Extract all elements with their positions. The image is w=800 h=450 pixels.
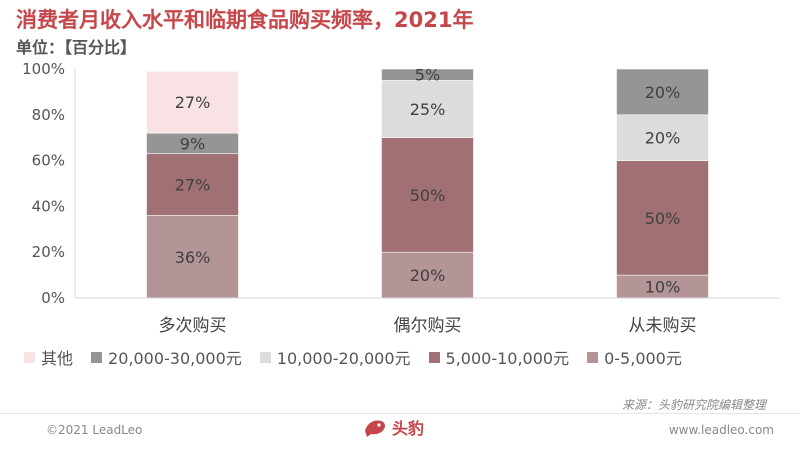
data-label: 10% — [645, 278, 681, 297]
legend-item: 10,000-20,000元 — [259, 345, 411, 369]
legend-item: 20,000-30,000元 — [91, 345, 242, 369]
bar-segment — [616, 114, 709, 161]
bar-segment — [381, 137, 474, 253]
legend-label: 5,000-10,000元 — [445, 349, 570, 368]
y-tick-label: 0% — [41, 289, 65, 307]
y-tick-label: 40% — [32, 197, 65, 215]
data-label: 36% — [175, 248, 211, 267]
y-tick-label: 100% — [22, 60, 65, 78]
bar-segment — [381, 251, 474, 299]
legend-label: 20,000-30,000元 — [108, 349, 242, 368]
data-label: 27% — [175, 93, 211, 112]
legend-swatch — [91, 351, 103, 363]
bar-segment — [381, 80, 474, 138]
legend-swatch — [587, 351, 599, 363]
data-label: 20% — [645, 129, 681, 148]
legend-swatch — [259, 351, 271, 363]
data-label: 5% — [415, 66, 440, 85]
unit-label: 单位：【百分比】 — [16, 38, 137, 57]
logo-text: 头豹 — [392, 419, 425, 438]
legend-item: 0-5,000元 — [587, 345, 682, 369]
source-note: 来源：头豹研究院编辑整理 — [621, 398, 766, 412]
legend-label: 10,000-20,000元 — [276, 349, 411, 368]
bar-segment — [146, 215, 239, 299]
category-label: 从未购买 — [629, 316, 697, 336]
category-label: 多次购买 — [159, 316, 227, 336]
bar-segment — [616, 160, 709, 276]
legend-label: 其他 — [41, 349, 74, 368]
bar-segment — [616, 68, 709, 116]
legend-item: 5,000-10,000元 — [428, 345, 570, 369]
stacked-bar-chart: 0% 20% 40% 60% 80% 100% 36% 27% 9% 27% 多次购买 20% 50% 2… — [22, 60, 780, 336]
copyright-text: ©2021 LeadLeo — [46, 423, 143, 437]
category-label: 偶尔购买 — [394, 316, 462, 336]
legend-item: 其他 — [24, 345, 73, 369]
leopard-logo-icon — [365, 420, 385, 437]
chart-title: 消费者月收入水平和临期食品购买频率，2021年 — [16, 8, 474, 32]
footer-divider — [0, 413, 800, 414]
leadleo-logo: 头豹 — [362, 414, 424, 440]
legend-label: 0-5,000元 — [604, 349, 682, 368]
data-label: 25% — [410, 100, 446, 119]
legend-swatch — [428, 351, 440, 363]
data-label: 50% — [410, 186, 446, 205]
bar-segment — [381, 68, 474, 81]
data-label: 20% — [410, 266, 446, 285]
data-label: 27% — [175, 176, 211, 195]
y-tick-label: 80% — [32, 106, 65, 124]
y-tick-label: 60% — [32, 152, 65, 170]
data-label: 9% — [180, 134, 205, 153]
website-link[interactable]: www.leadleo.com — [668, 423, 774, 437]
data-label: 50% — [645, 209, 681, 228]
data-label: 20% — [645, 83, 681, 102]
bar-segment — [146, 70, 239, 134]
legend-swatch — [24, 351, 35, 363]
y-tick-label: 20% — [32, 243, 65, 261]
chart-legend: 其他 20,000-30,000元 10,000-20,000元 5,000-10,0… — [24, 345, 700, 369]
